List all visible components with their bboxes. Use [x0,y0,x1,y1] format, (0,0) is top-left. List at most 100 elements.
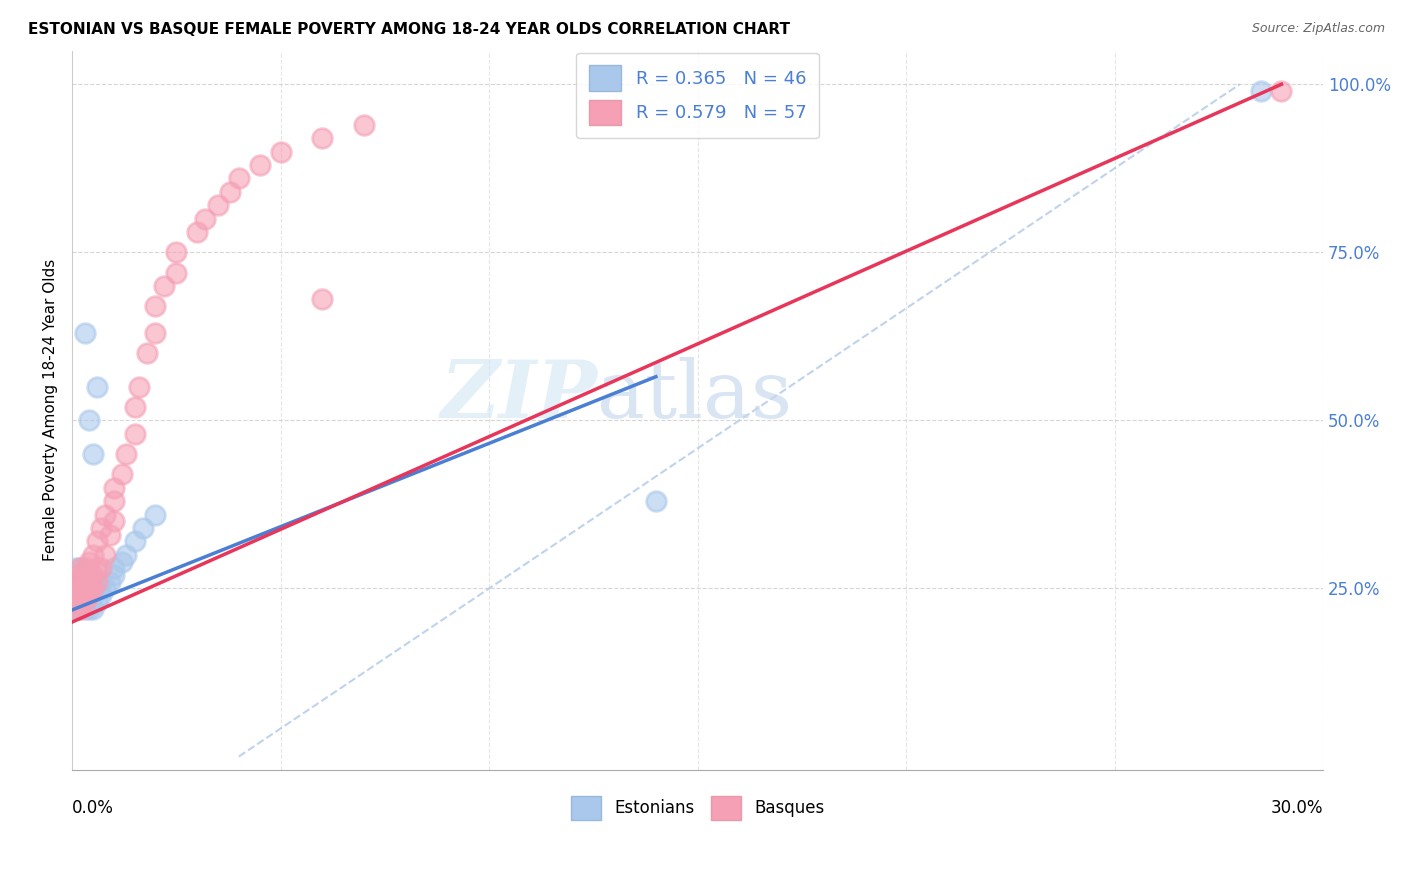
Point [145,508,167,522]
Point [82,574,104,589]
Point [77,582,100,596]
Point [73,326,96,340]
Point [69,601,91,615]
Point [94,508,117,522]
Point [82,447,104,461]
Point [65,601,87,615]
Point [124,534,146,549]
Point [82,601,104,615]
Point [69,601,91,615]
Point [65,588,87,602]
Point [73,588,96,602]
Point [103,561,125,575]
Y-axis label: Female Poverty Among 18-24 Year Olds: Female Poverty Among 18-24 Year Olds [44,260,58,561]
Point [69,582,91,596]
Point [73,568,96,582]
Point [77,601,100,615]
Point [65,574,87,589]
Point [103,494,125,508]
Point [77,413,100,427]
Point [73,574,96,589]
Point [115,548,138,562]
Point [73,595,96,609]
Point [65,582,87,596]
Point [69,595,91,609]
Point [65,601,87,615]
Point [69,574,91,589]
Point [90,561,112,575]
Point [65,582,87,596]
Point [207,198,229,212]
Point [65,574,87,589]
Point [82,582,104,596]
Point [86,574,108,589]
Point [103,568,125,582]
Point [124,400,146,414]
Text: ESTONIAN VS BASQUE FEMALE POVERTY AMONG 18-24 YEAR OLDS CORRELATION CHART: ESTONIAN VS BASQUE FEMALE POVERTY AMONG … [28,22,790,37]
Point [82,548,104,562]
Point [128,380,150,394]
Point [86,595,108,609]
Point [94,548,117,562]
Point [73,595,96,609]
Point [90,588,112,602]
Point [77,568,100,582]
Point [65,595,87,609]
Point [165,245,187,260]
Point [98,574,121,589]
Point [249,158,271,172]
Point [98,527,121,541]
Point [77,582,100,596]
Point [65,588,87,602]
Point [165,266,187,280]
Point [1270,84,1292,98]
Point [69,582,91,596]
Text: atlas: atlas [598,357,793,435]
Point [115,447,138,461]
Point [73,601,96,615]
Point [311,131,333,145]
Text: Source: ZipAtlas.com: Source: ZipAtlas.com [1251,22,1385,36]
Point [132,521,155,535]
Point [65,595,87,609]
Point [219,185,242,199]
Point [69,561,91,575]
Point [186,225,208,239]
Point [69,568,91,582]
Point [65,588,87,602]
Point [73,588,96,602]
Point [145,299,167,313]
Point [65,601,87,615]
Point [270,145,292,159]
Point [65,568,87,582]
Point [69,561,91,575]
Point [69,588,91,602]
Text: ZIP: ZIP [440,357,598,434]
Point [353,118,375,132]
Point [644,494,666,508]
Text: 30.0%: 30.0% [1271,798,1323,817]
Point [77,588,100,602]
Point [77,595,100,609]
Point [69,588,91,602]
Point [73,582,96,596]
Point [86,534,108,549]
Point [124,426,146,441]
Point [228,171,250,186]
Point [73,582,96,596]
Point [1250,84,1272,98]
Point [86,561,108,575]
Point [145,326,167,340]
Text: 0.0%: 0.0% [72,798,114,817]
Point [90,574,112,589]
Point [82,568,104,582]
Legend: Estonians, Basques: Estonians, Basques [564,789,831,826]
Point [69,574,91,589]
Point [94,582,117,596]
Point [103,514,125,528]
Point [111,467,134,482]
Point [77,555,100,569]
Point [73,561,96,575]
Point [86,380,108,394]
Point [111,555,134,569]
